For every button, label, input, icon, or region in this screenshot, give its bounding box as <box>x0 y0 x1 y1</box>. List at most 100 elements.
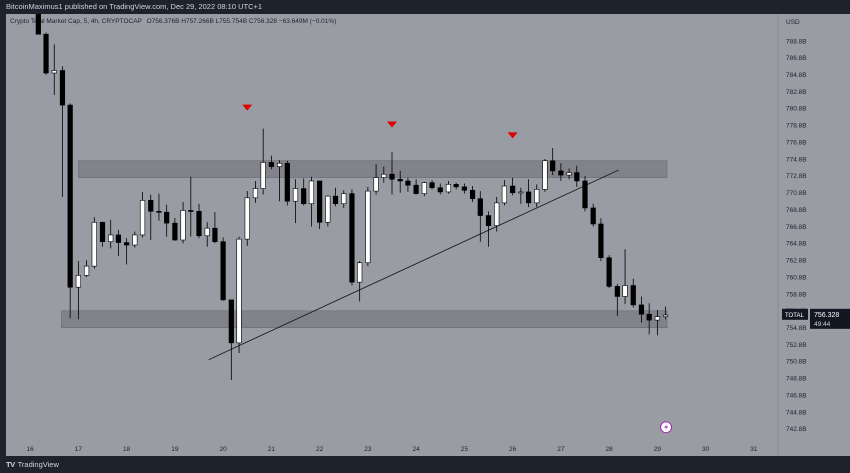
time-tick-label: 18 <box>123 446 131 453</box>
zone-2[interactable] <box>61 310 668 328</box>
price-tick-label: 752.8B <box>786 342 807 349</box>
candle-body <box>437 187 443 193</box>
candle-body <box>494 202 500 226</box>
candle-7 <box>91 217 97 269</box>
candle-20 <box>196 203 202 239</box>
candle-body <box>91 221 97 267</box>
candle-body <box>534 189 540 204</box>
time-tick-label: 16 <box>27 446 35 453</box>
price-tick-label: 782.8B <box>786 89 807 96</box>
candle-body <box>156 211 162 213</box>
chart-canvas[interactable]: Crypto Total Market Cap, 5, 4h, CRYPTOCA… <box>0 14 850 456</box>
peak-marker-2[interactable] <box>387 121 397 128</box>
publisher-line: BitcoinMaximus1 published on TradingView… <box>6 2 263 11</box>
candle-body <box>525 191 532 204</box>
candle-body <box>461 186 467 191</box>
candle-body <box>43 33 49 74</box>
candle-body <box>164 211 170 224</box>
candle-body <box>284 162 290 202</box>
candle-25 <box>236 236 242 353</box>
candle-17 <box>172 218 178 241</box>
candle-50 <box>437 183 443 195</box>
price-tick-label: 786.8B <box>786 55 807 62</box>
candle-body <box>477 198 483 216</box>
candle-42 <box>373 164 379 195</box>
candle-body <box>75 275 81 288</box>
candle-78 <box>662 306 669 320</box>
candle-1 <box>43 32 49 75</box>
candle-body <box>115 234 122 243</box>
candle-body <box>148 200 154 212</box>
zone-1[interactable] <box>78 160 668 178</box>
candle-body <box>582 180 588 209</box>
time-tick-label: 17 <box>75 446 83 453</box>
candle-body <box>35 14 41 35</box>
candle-73 <box>622 249 628 305</box>
candle-body <box>124 242 130 246</box>
candle-body <box>268 162 274 167</box>
candle-body <box>389 173 395 180</box>
time-tick-label: 20 <box>220 446 228 453</box>
candle-38 <box>341 190 347 208</box>
trendline-layer <box>208 169 619 361</box>
peak-marker-3[interactable] <box>507 132 518 139</box>
candle-body <box>550 160 556 172</box>
candle-11 <box>124 238 130 265</box>
candle-39 <box>349 189 355 286</box>
candle-29 <box>268 155 274 170</box>
price-tick-label: 784.8B <box>786 72 807 79</box>
candle-13 <box>139 191 146 238</box>
candle-23 <box>220 237 226 301</box>
candle-53 <box>461 183 467 194</box>
trendline[interactable] <box>208 169 619 361</box>
price-tick-label: 742.8B <box>786 426 807 433</box>
candle-40 <box>357 261 363 302</box>
candle-body <box>292 188 299 202</box>
candle-body <box>397 178 403 182</box>
candle-body <box>172 222 178 241</box>
candle-body <box>501 185 508 204</box>
time-axis[interactable] <box>6 439 850 456</box>
peak-marker-1[interactable] <box>242 104 253 111</box>
price-axis[interactable] <box>778 14 850 439</box>
last-price-tag[interactable]: TOTAL 756.328 49:44 <box>782 308 850 329</box>
candle-61 <box>525 179 532 208</box>
candle-body <box>357 262 363 283</box>
time-tick-label: 30 <box>702 446 710 453</box>
candle-15 <box>156 193 162 221</box>
time-tick-label: 23 <box>364 446 372 453</box>
candle-body <box>413 184 419 194</box>
candle-body <box>188 210 194 212</box>
price-tick-label: 776.8B <box>786 139 807 146</box>
candle-body <box>614 286 620 297</box>
price-tick-label: 770.8B <box>786 190 807 197</box>
plot-area[interactable] <box>6 14 778 439</box>
candle-body <box>510 185 516 194</box>
time-tick-label: 31 <box>750 446 758 453</box>
candle-74 <box>630 278 636 308</box>
candle-32 <box>292 179 299 224</box>
candle-28 <box>260 128 266 195</box>
price-tick-label: 764.8B <box>786 241 807 248</box>
candle-65 <box>558 163 564 181</box>
candle-63 <box>542 159 548 192</box>
candle-18 <box>180 202 186 244</box>
candle-59 <box>510 177 516 196</box>
candle-31 <box>284 160 290 206</box>
chart-title: Crypto Total Market Cap, 5, 4h, CRYPTOCA… <box>10 18 142 25</box>
candle-5 <box>75 261 81 320</box>
candle-body <box>276 162 283 167</box>
zones-layer <box>61 160 668 328</box>
candle-body <box>646 313 652 321</box>
candle-body <box>99 221 106 242</box>
candle-body <box>622 285 628 297</box>
candle-75 <box>638 296 645 323</box>
time-tick-label: 29 <box>654 446 662 453</box>
price-tick-label: 758.8B <box>786 291 807 298</box>
candle-body <box>485 215 492 226</box>
candle-body <box>349 193 355 283</box>
candle-0 <box>35 14 41 35</box>
time-tick-label: 19 <box>171 446 179 453</box>
tradingview-logo[interactable]: TV TradingView <box>6 460 59 469</box>
candle-body <box>654 316 660 321</box>
